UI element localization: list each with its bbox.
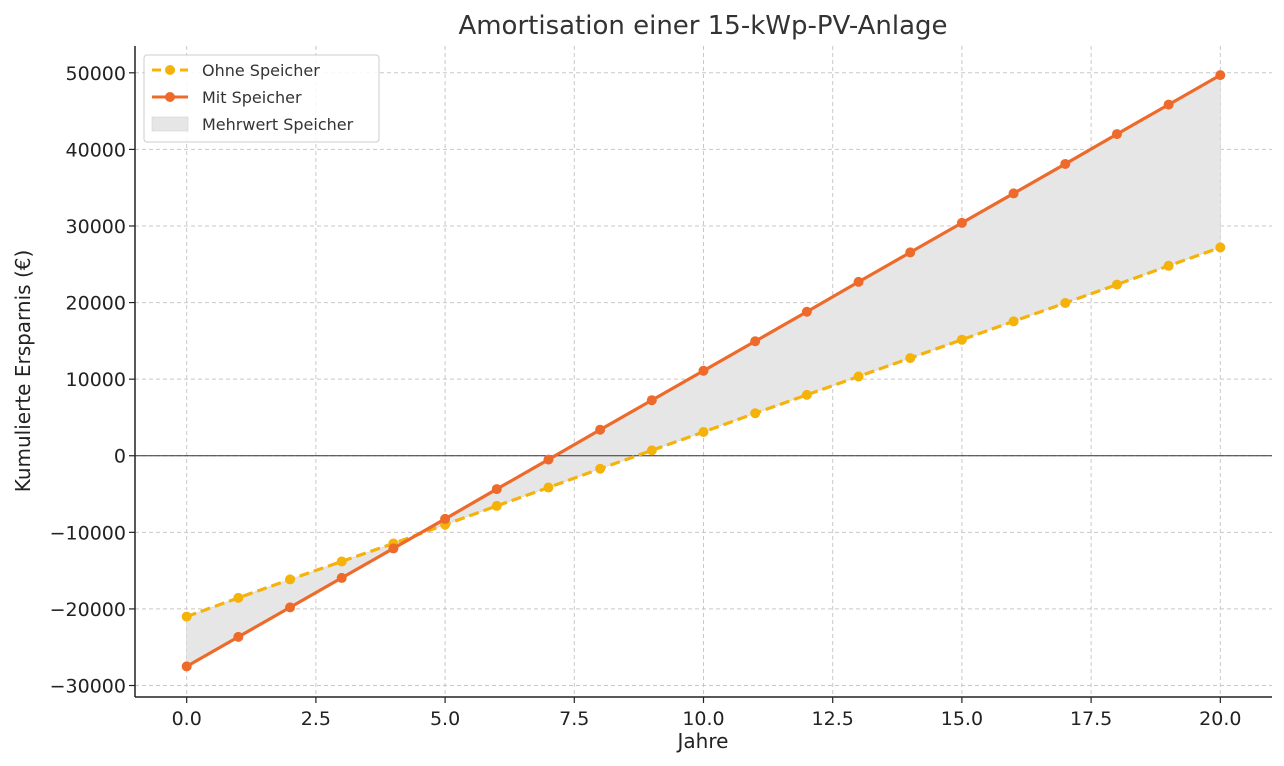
x-tick-label: 7.5 [559, 708, 589, 730]
y-tick-label: 40000 [66, 139, 126, 161]
x-tick-label: 20.0 [1199, 708, 1241, 730]
legend-marker-ohne-speicher [165, 65, 175, 75]
data-point [336, 572, 347, 583]
data-point [233, 592, 244, 603]
data-point [181, 661, 192, 672]
data-point [1060, 158, 1071, 169]
y-tick-label: 30000 [66, 216, 126, 238]
legend-label-mit-speicher: Mit Speicher [202, 88, 302, 107]
data-point [336, 556, 347, 567]
data-point [233, 631, 244, 642]
x-tick-label: 10.0 [682, 708, 724, 730]
data-point [1008, 316, 1019, 327]
tick-labels: 0.0 2.5 5.0 7.5 10.0 12.5 15.0 17.5 20.0 −30000 −2… [50, 63, 1242, 730]
x-tick-label: 5.0 [430, 708, 460, 730]
legend-swatch-mehrwert-speicher [151, 116, 189, 132]
x-tick-label: 17.5 [1070, 708, 1112, 730]
data-point [285, 574, 296, 585]
data-point [1008, 188, 1019, 199]
data-point [698, 365, 709, 376]
data-point [1215, 70, 1226, 81]
data-point [1060, 297, 1071, 308]
series-layer [181, 70, 1226, 672]
data-point [698, 427, 709, 438]
data-point [595, 424, 606, 435]
y-tick-label: −10000 [50, 522, 126, 544]
legend-label-mehrwert-speicher: Mehrwert Speicher [202, 115, 354, 134]
data-point [1215, 242, 1226, 253]
data-point [646, 395, 657, 406]
data-point [905, 353, 916, 364]
series-mit-speicher [181, 70, 1226, 672]
chart-title: Amortisation einer 15-kWp-PV-Anlage [458, 11, 947, 41]
data-point [801, 389, 812, 400]
x-tick-label: 0.0 [172, 708, 202, 730]
data-point [440, 513, 451, 524]
data-point [491, 500, 502, 511]
y-tick-label: 10000 [66, 369, 126, 391]
legend-label-ohne-speicher: Ohne Speicher [202, 61, 320, 80]
y-tick-label: 0 [114, 446, 126, 468]
data-point [750, 336, 761, 347]
legend-marker-mit-speicher [165, 92, 175, 102]
data-point [1163, 99, 1174, 110]
data-point [1111, 279, 1122, 290]
data-point [1163, 260, 1174, 271]
y-tick-label: 20000 [66, 293, 126, 315]
data-point [801, 306, 812, 317]
legend: Ohne Speicher Mit Speicher Mehrwert Spei… [143, 54, 380, 143]
y-axis-label: Kumulierte Ersparnis (€) [11, 250, 35, 493]
legend-box [143, 54, 380, 143]
data-point [595, 463, 606, 474]
data-point [181, 611, 192, 622]
data-point [543, 482, 554, 493]
y-tick-label: −20000 [50, 599, 126, 621]
series-ohne-speicher [181, 242, 1226, 622]
data-point [543, 454, 554, 465]
data-point [956, 217, 967, 228]
data-point [956, 334, 967, 345]
data-point [1111, 129, 1122, 140]
data-point [853, 276, 864, 287]
x-tick-label: 2.5 [301, 708, 331, 730]
x-tick-label: 12.5 [812, 708, 854, 730]
data-point [646, 445, 657, 456]
data-point [853, 371, 864, 382]
data-point [750, 408, 761, 419]
data-point [388, 543, 399, 554]
y-tick-label: 50000 [66, 63, 126, 85]
data-point [491, 484, 502, 495]
axes [129, 46, 1272, 703]
data-point [905, 247, 916, 258]
x-axis-label: Jahre [676, 729, 729, 753]
x-tick-label: 15.0 [941, 708, 983, 730]
data-point [285, 602, 296, 613]
y-tick-label: −30000 [50, 676, 126, 698]
